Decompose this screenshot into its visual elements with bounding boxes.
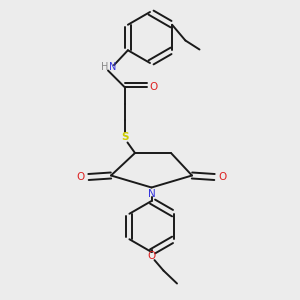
Text: O: O (76, 172, 84, 182)
Text: O: O (219, 172, 227, 182)
Text: H: H (100, 62, 108, 73)
Text: N: N (110, 62, 117, 73)
Text: O: O (149, 82, 158, 92)
Text: S: S (121, 132, 128, 142)
Text: O: O (147, 250, 156, 261)
Text: N: N (148, 189, 155, 199)
